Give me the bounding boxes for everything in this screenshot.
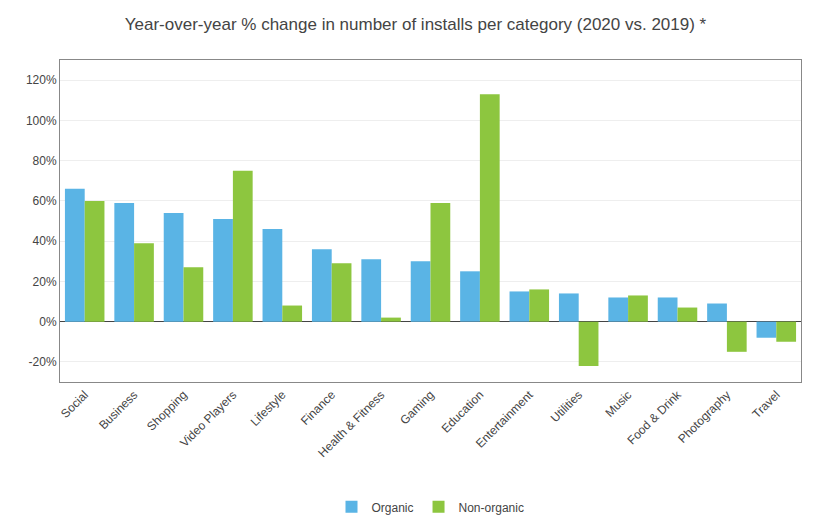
svg-text:Business: Business	[96, 388, 140, 432]
svg-text:0%: 0%	[39, 315, 57, 329]
svg-text:Entertainment: Entertainment	[473, 387, 536, 450]
svg-text:100%: 100%	[26, 114, 57, 128]
svg-text:Utilities: Utilities	[548, 388, 585, 425]
svg-text:60%: 60%	[33, 194, 57, 208]
svg-text:Year-over-year % change in num: Year-over-year % change in number of ins…	[125, 15, 707, 34]
svg-text:80%: 80%	[33, 154, 57, 168]
svg-text:20%: 20%	[33, 275, 57, 289]
svg-text:Lifestyle: Lifestyle	[248, 388, 289, 429]
svg-text:120%: 120%	[26, 73, 57, 87]
svg-text:Travel: Travel	[749, 388, 782, 421]
svg-text:Non-organic: Non-organic	[459, 501, 524, 515]
svg-text:Photography: Photography	[675, 388, 733, 446]
svg-text:Organic: Organic	[372, 501, 414, 515]
svg-text:40%: 40%	[33, 234, 57, 248]
svg-text:Social: Social	[58, 388, 91, 421]
svg-text:-20%: -20%	[29, 355, 57, 369]
svg-text:Food & Drink: Food & Drink	[624, 387, 684, 447]
svg-text:Video Players: Video Players	[177, 388, 239, 450]
svg-text:Music: Music	[602, 388, 634, 420]
svg-text:Finance: Finance	[298, 388, 338, 428]
svg-text:Education: Education	[439, 388, 487, 436]
svg-text:Health & Fitness: Health & Fitness	[315, 388, 387, 460]
svg-text:Shopping: Shopping	[144, 388, 190, 434]
svg-text:Gaming: Gaming	[397, 388, 437, 428]
